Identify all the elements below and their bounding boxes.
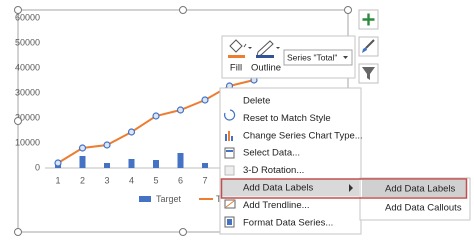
menu-item[interactable]: Change Series Chart Type... xyxy=(243,130,363,141)
submenu-item[interactable]: Add Data Labels xyxy=(385,184,455,195)
menu-icons xyxy=(224,109,236,228)
bar[interactable] xyxy=(177,153,184,168)
outline-label: Outline xyxy=(251,63,281,74)
dropdown-arrow xyxy=(343,56,348,59)
highlight-box xyxy=(220,178,468,199)
y-tick-label: 30000 xyxy=(15,87,40,97)
menu-item[interactable]: Add Data Labels xyxy=(243,183,313,194)
select-data-icon xyxy=(226,150,233,152)
resize-handle[interactable] xyxy=(14,6,22,14)
menu-item[interactable]: Reset to Match Style xyxy=(243,113,331,124)
mini-toolbar: Fill Outline Series "Total" xyxy=(221,35,356,79)
selector-text: Series "Total" xyxy=(287,52,337,62)
selected-point[interactable] xyxy=(78,144,87,152)
chart-type-icon xyxy=(228,131,230,141)
resize-handle[interactable] xyxy=(344,6,352,14)
select-data-icon xyxy=(224,147,235,159)
outline-color-bar xyxy=(256,55,274,58)
chart-type-icon xyxy=(225,134,227,141)
y-tick-label: 10000 xyxy=(15,137,40,147)
menu-item: 3-D Rotation... xyxy=(243,165,304,176)
menu-item[interactable]: Add Trendline... xyxy=(243,200,310,211)
context-menu: Delete Reset to Match Style Change Series … xyxy=(219,87,363,235)
x-tick-label: 5 xyxy=(153,175,158,185)
chart-filters-button[interactable] xyxy=(358,63,379,84)
bar[interactable] xyxy=(104,163,110,168)
selected-point[interactable] xyxy=(127,128,136,136)
bar[interactable] xyxy=(153,160,159,168)
selected-point[interactable] xyxy=(176,106,185,114)
legend-label: Target xyxy=(156,194,182,204)
plus-icon xyxy=(362,13,375,26)
brush-tip xyxy=(362,47,367,53)
y-tick-label: 40000 xyxy=(15,62,40,72)
x-tick-label: 3 xyxy=(104,175,109,185)
series-selector[interactable]: Series "Total" xyxy=(283,49,353,66)
y-tick-label: 50000 xyxy=(15,37,40,47)
selected-point[interactable] xyxy=(152,112,160,120)
submenu-item[interactable]: Add Data Callouts xyxy=(385,203,462,214)
selected-point[interactable] xyxy=(201,96,209,104)
legend-swatch xyxy=(139,196,151,202)
fill-button[interactable]: Fill xyxy=(228,39,252,74)
y-tick-label: 0 xyxy=(35,162,40,172)
resize-handle[interactable] xyxy=(179,6,187,14)
menu-item[interactable]: Delete xyxy=(243,96,270,107)
x-tick-label: 7 xyxy=(202,175,207,185)
selected-point[interactable] xyxy=(54,159,62,167)
menu-highlight xyxy=(222,179,359,197)
rotation-icon xyxy=(224,165,235,176)
dropdown-arrow xyxy=(248,47,252,49)
chart-styles-button[interactable] xyxy=(358,36,379,57)
fill-label: Fill xyxy=(230,63,242,74)
menu-frame xyxy=(219,87,362,235)
resize-handle[interactable] xyxy=(14,117,22,125)
selected-point[interactable] xyxy=(103,141,111,149)
bucket-icon xyxy=(229,39,243,53)
menu-item[interactable]: Select Data... xyxy=(243,148,300,159)
chart-type-icon xyxy=(231,136,233,141)
submenu-arrow xyxy=(349,184,353,192)
reset-icon xyxy=(224,109,236,121)
bar[interactable] xyxy=(79,156,86,168)
fill-color-bar xyxy=(228,55,245,58)
x-tick-label: 6 xyxy=(178,175,183,185)
filter-icon xyxy=(362,67,375,80)
x-tick-label: 1 xyxy=(55,175,60,185)
brush-icon xyxy=(365,39,375,49)
resize-handle[interactable] xyxy=(179,228,187,236)
y-tick-label: 20000 xyxy=(15,112,40,122)
trendline-icon xyxy=(225,200,235,208)
bar[interactable] xyxy=(128,159,135,168)
bucket-drop xyxy=(243,43,247,48)
format-icon xyxy=(227,219,232,225)
x-tick-label: 4 xyxy=(129,175,134,185)
selector-frame[interactable] xyxy=(283,49,353,66)
selection-handles xyxy=(14,6,352,236)
y-tick-label: 60000 xyxy=(15,12,40,22)
dropdown-arrow xyxy=(276,47,280,49)
outline-button[interactable]: Outline xyxy=(251,40,281,74)
submenu: Add Data Labels Add Data Callouts xyxy=(359,177,471,221)
chart-elements-button[interactable] xyxy=(358,9,379,30)
menu-item[interactable]: Format Data Series... xyxy=(243,217,333,228)
bar[interactable] xyxy=(202,163,208,168)
submenu-highlight xyxy=(362,180,466,197)
x-tick-label: 2 xyxy=(80,175,85,185)
resize-handle[interactable] xyxy=(14,228,22,236)
